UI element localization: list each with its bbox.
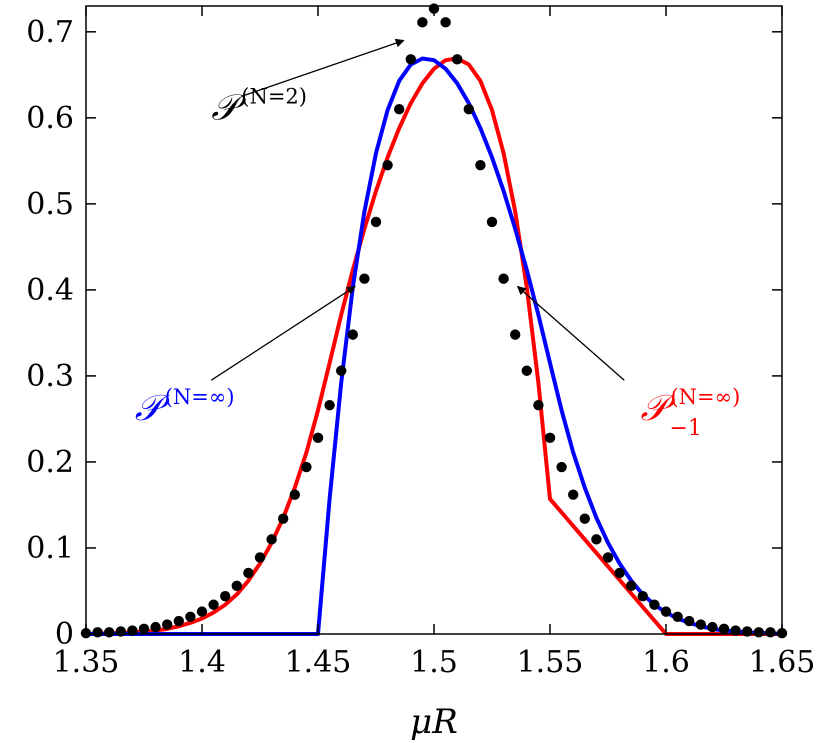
x-axis-title: μR (410, 702, 458, 742)
series-label-sup: (N=2) (241, 85, 307, 109)
data-point (730, 625, 741, 636)
data-point (127, 625, 138, 636)
data-point (254, 552, 266, 563)
x-tick-label: 1.35 (53, 645, 120, 680)
annotation-arrow (210, 285, 356, 381)
data-point (301, 461, 312, 473)
data-point (463, 104, 474, 115)
data-point (162, 619, 173, 630)
annotation-arrow (516, 285, 625, 381)
data-point (533, 399, 544, 411)
axis-ticks (85, 6, 783, 635)
data-point (556, 461, 567, 473)
data-point (243, 567, 254, 579)
data-point (637, 590, 648, 602)
data-point (394, 104, 405, 115)
data-point (336, 365, 347, 376)
y-tick-label: 0.3 (26, 359, 74, 394)
data-point (753, 627, 764, 638)
data-point (138, 623, 150, 635)
series-label-sub: −1 (669, 416, 701, 441)
data-point (718, 623, 730, 635)
data-point (382, 159, 393, 171)
axis-tick-labels: 1.35 1.4 1.45 1.5 1.55 1.6 1.65 0 0.1 0.2 0.3 0.4 0.… (26, 15, 815, 680)
y-tick-label: 0 (55, 617, 74, 652)
data-point (498, 273, 509, 284)
data-point (347, 329, 358, 340)
y-tick-label: 0.7 (26, 15, 74, 50)
y-tick-label: 0.6 (26, 101, 74, 136)
data-point (417, 17, 428, 28)
data-point (440, 17, 451, 28)
data-point (707, 621, 718, 633)
data-point (591, 534, 602, 545)
series-label-sup: (N=∞) (165, 385, 235, 409)
x-tick-label: 1.45 (285, 645, 352, 680)
data-point (115, 626, 127, 637)
data-point (405, 54, 416, 65)
data-point (672, 611, 683, 622)
data-point (220, 590, 231, 602)
data-point (185, 611, 196, 622)
x-tick-label: 1.4 (178, 645, 226, 680)
x-tick-label: 1.55 (517, 645, 584, 680)
data-point (568, 489, 579, 500)
data-point (104, 627, 115, 638)
data-point (579, 513, 590, 524)
x-tick-label: 1.5 (410, 645, 458, 680)
data-point (614, 567, 625, 579)
data-point (173, 615, 184, 627)
data-point (150, 621, 161, 633)
plot-series (80, 3, 788, 639)
series-label-sup: (N=∞) (670, 385, 740, 409)
data-point (602, 552, 614, 563)
data-point (475, 159, 486, 171)
data-point (312, 432, 324, 444)
data-point (695, 619, 706, 630)
data-point (649, 599, 660, 610)
y-tick-label: 0.5 (26, 187, 74, 222)
data-point (510, 329, 521, 340)
y-tick-label: 0.4 (26, 273, 74, 308)
data-point (742, 626, 753, 637)
data-point (208, 599, 219, 610)
data-point (370, 216, 382, 228)
data-point (452, 54, 463, 65)
x-tick-label: 1.65 (749, 645, 816, 680)
data-point (544, 432, 556, 444)
data-point (359, 273, 370, 284)
data-point (626, 580, 637, 592)
data-point (521, 365, 532, 376)
annotation-arrow (241, 38, 405, 97)
data-point (684, 615, 695, 627)
data-point (278, 513, 289, 524)
data-point (196, 606, 208, 617)
data-point (231, 580, 242, 592)
data-point (92, 627, 103, 638)
y-tick-label: 0.1 (26, 531, 74, 566)
data-point (765, 627, 776, 638)
data-point (289, 489, 300, 500)
data-point (660, 606, 672, 617)
x-tick-label: 1.6 (642, 645, 690, 680)
data-point (486, 216, 498, 228)
data-point (324, 399, 335, 411)
y-tick-label: 0.2 (26, 445, 74, 480)
data-point (266, 534, 277, 545)
